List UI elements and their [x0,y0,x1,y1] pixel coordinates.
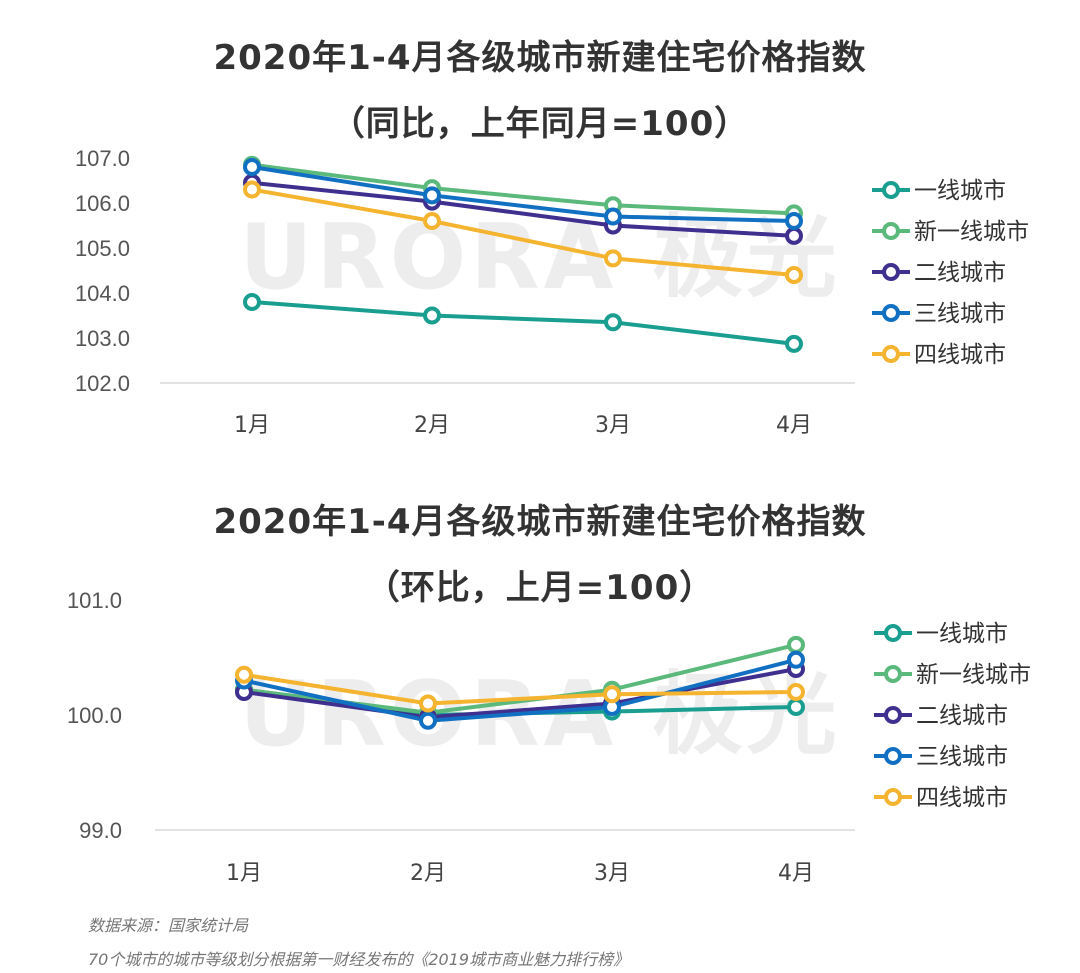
legend-item: 二线城市 [872,260,1006,286]
chart1-title-line1: 2020年1-4月各级城市新建住宅价格指数 [213,38,867,78]
data-point [787,635,805,654]
data-point [243,180,261,199]
legend-label: 新一线城市 [914,219,1029,245]
legend-marker [884,665,902,683]
legend-label: 四线城市 [914,342,1006,368]
legend-item: 一线城市 [872,178,1006,204]
data-point [787,650,805,669]
footer-source: 数据来源：国家统计局 [88,916,249,935]
legend-item: 二线城市 [874,703,1008,729]
x-tick-label: 3月 [595,413,631,438]
y-tick-label: 106.0 [75,191,130,216]
x-tick-label: 4月 [776,413,812,438]
legend-marker [882,304,900,322]
x-tick-label: 2月 [410,861,446,886]
watermark-logo: URORA 极光 [239,205,840,310]
series-line-3 [243,667,797,720]
x-tick-label: 1月 [226,861,262,886]
chart2-title-line2: （环比，上月=100） [365,568,715,608]
legend-label: 三线城市 [914,301,1006,327]
legend-label: 二线城市 [914,260,1006,286]
legend-marker [882,345,900,363]
data-point [604,313,622,332]
legend-marker [882,181,900,199]
legend-item: 一线城市 [874,621,1008,647]
legend-marker [882,263,900,281]
x-tick-label: 1月 [234,413,270,438]
x-tick-label: 2月 [414,413,450,438]
y-tick-label: 105.0 [75,236,130,261]
data-point [419,694,437,713]
y-tick-label: 100.0 [67,703,122,728]
legend-marker [884,747,902,765]
data-point [787,697,805,716]
legend-item: 四线城市 [872,342,1006,368]
data-point [604,207,622,226]
data-point [235,665,253,684]
legend-item: 四线城市 [874,785,1008,811]
data-point [785,226,803,245]
legend-label: 三线城市 [916,744,1008,770]
series-line-5 [251,187,795,277]
series-line-1 [251,300,795,346]
y-tick-label: 99.0 [79,818,122,843]
legend-label: 一线城市 [916,621,1008,647]
y-tick-label: 102.0 [75,371,130,396]
series-line-3 [251,180,795,238]
chart2-title-line1: 2020年1-4月各级城市新建住宅价格指数 [213,502,867,542]
data-point [243,158,261,176]
data-point [423,306,441,325]
y-tick-label: 107.0 [75,146,130,171]
data-point [423,212,441,230]
data-point [785,334,803,353]
legend-label: 新一线城市 [916,662,1031,688]
y-tick-label: 103.0 [75,326,130,351]
y-tick-label: 101.0 [67,588,122,613]
series-line-4 [243,657,797,723]
legend-marker [884,624,902,642]
data-point [785,266,803,284]
data-point [423,186,441,205]
legend-marker [882,222,900,240]
legend-marker [884,706,902,724]
data-point [787,683,805,701]
data-point [603,685,621,704]
chart1-title-line2: （同比，上年同月=100） [330,104,750,144]
series-line-2 [251,162,795,216]
series-line-5 [243,672,797,706]
data-point [785,212,803,230]
x-tick-label: 4月 [778,861,814,886]
y-tick-label: 104.0 [75,281,130,306]
series-line-4 [251,165,795,223]
chart1-yoy-line-chart: URORA 极光 102.0 103.0 104.0 105.0 106.0 107.0 1月… [75,146,1029,438]
footer-note: 70个城市的城市等级划分根据第一财经发布的《2019城市商业魅力排行榜》 [88,950,630,969]
legend-item: 三线城市 [874,744,1008,770]
data-point [604,249,622,268]
data-point [243,293,261,311]
legend-item: 三线城市 [872,301,1006,327]
legend-label: 二线城市 [916,703,1008,729]
legend-item: 新一线城市 [872,219,1029,245]
data-point [419,711,437,730]
legend-label: 一线城市 [914,178,1006,204]
legend-label: 四线城市 [916,785,1008,811]
legend-marker [884,788,902,806]
legend-item: 新一线城市 [874,662,1031,688]
x-tick-label: 3月 [594,861,630,886]
